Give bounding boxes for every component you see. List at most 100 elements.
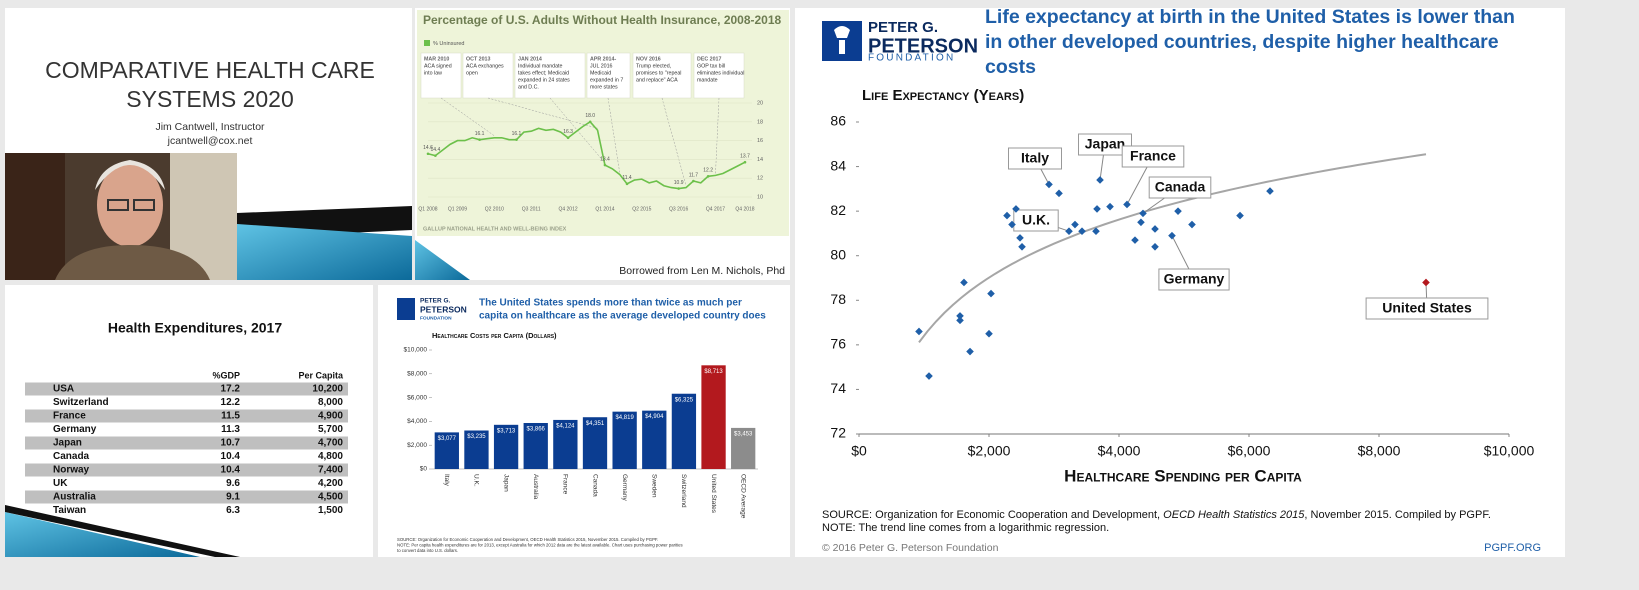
bar bbox=[493, 424, 519, 469]
x-tick-label: Q1 2014 bbox=[595, 206, 614, 212]
source: SOURCE: Organization for Economic Cooper… bbox=[822, 509, 1491, 521]
point bbox=[985, 329, 993, 338]
data-label: 16.3 bbox=[563, 129, 573, 135]
source: NOTE: Per capita health expenditures are… bbox=[397, 543, 683, 548]
instructor: Jim Cantwell, Instructor bbox=[155, 121, 265, 133]
point bbox=[566, 136, 570, 140]
x-tick-label: Italy bbox=[443, 474, 450, 487]
bar bbox=[612, 411, 637, 469]
source-part: SOURCE: Organization for Economic Cooper… bbox=[822, 509, 1163, 521]
data-label: 11.7 bbox=[689, 172, 699, 178]
logo-text: FOUNDATION bbox=[868, 53, 955, 64]
cell: 4,500 bbox=[318, 492, 343, 503]
point bbox=[1008, 220, 1016, 229]
chart-title: The United States spends more than twice… bbox=[479, 298, 742, 309]
bar bbox=[731, 427, 756, 469]
bar bbox=[464, 430, 489, 469]
annotation-text: Individual mandate bbox=[518, 63, 563, 69]
x-tick-label: France bbox=[562, 474, 569, 495]
y-tick-label: 78 bbox=[830, 291, 846, 307]
cell: 6.3 bbox=[226, 505, 240, 516]
data-label: 12.2 bbox=[703, 168, 713, 174]
y-tick-label: 10 bbox=[757, 194, 763, 200]
source: GALLUP NATIONAL HEALTH AND WELL-BEING IN… bbox=[423, 226, 567, 232]
point bbox=[1065, 227, 1073, 235]
annotation-box bbox=[1148, 176, 1212, 199]
data-label: $3,713 bbox=[497, 428, 516, 434]
row-label: Australia bbox=[53, 492, 96, 503]
point bbox=[1018, 243, 1026, 251]
row-band bbox=[25, 490, 348, 504]
slide-title: SYSTEMS 2020 bbox=[126, 86, 293, 112]
point bbox=[915, 327, 923, 336]
cell: 11.3 bbox=[221, 424, 240, 435]
trend-line bbox=[918, 153, 1427, 344]
copyright: © 2016 Peter G. Peterson Foundation bbox=[822, 542, 999, 554]
annotation-box bbox=[420, 52, 462, 99]
x-tick-label: $2,000 bbox=[968, 443, 1011, 459]
y-tick-label: $4,000 bbox=[407, 418, 427, 425]
cell: 10.7 bbox=[221, 438, 241, 449]
bar bbox=[434, 432, 459, 469]
y-tick-label: 20 bbox=[757, 100, 763, 106]
point bbox=[1168, 231, 1176, 240]
point bbox=[1012, 205, 1020, 213]
annotation: Germany bbox=[1164, 271, 1225, 287]
bar bbox=[582, 417, 608, 469]
point bbox=[1092, 227, 1100, 235]
data-label: $3,453 bbox=[734, 431, 753, 437]
y-tick-label: 72 bbox=[830, 425, 846, 441]
row-label: France bbox=[53, 411, 86, 422]
cell: 4,700 bbox=[318, 438, 343, 449]
point bbox=[1137, 218, 1145, 227]
annotation-box bbox=[586, 52, 631, 99]
point bbox=[1151, 243, 1159, 251]
data-label: 14.4 bbox=[431, 147, 441, 153]
line-chart: Percentage of U.S. Adults Without Health… bbox=[418, 13, 785, 277]
cell: 10.4 bbox=[221, 451, 241, 462]
annotation-box bbox=[1365, 297, 1489, 320]
legend-label: % Uninsured bbox=[433, 41, 465, 47]
leader-line bbox=[440, 97, 495, 136]
data-label: 16.1 bbox=[475, 131, 485, 137]
logo-text: PETERSON bbox=[420, 304, 467, 314]
annotation-text: Medicaid bbox=[590, 70, 611, 76]
point bbox=[956, 316, 964, 325]
chart-title: costs bbox=[985, 56, 1036, 78]
decoration bbox=[5, 505, 240, 557]
cell: 8,000 bbox=[318, 397, 343, 408]
data-label: 13.4 bbox=[600, 156, 610, 162]
cell: 7,400 bbox=[318, 465, 343, 476]
annotation-text: DEC 2017 bbox=[697, 56, 721, 62]
x-tick-label: $4,000 bbox=[1098, 443, 1141, 459]
data-label: $3,235 bbox=[467, 434, 486, 440]
bar bbox=[671, 393, 697, 469]
data-label: $6,325 bbox=[675, 397, 694, 403]
data-label: $4,904 bbox=[645, 414, 664, 420]
cell: 17.2 bbox=[221, 384, 241, 395]
y-tick-label: 86 bbox=[830, 113, 846, 129]
note: NOTE: The trend line comes from a logari… bbox=[822, 522, 1109, 534]
annotation-text: Trump elected, bbox=[636, 63, 671, 69]
logo-torch bbox=[834, 26, 850, 54]
decoration bbox=[415, 240, 470, 280]
y-tick-label: 12 bbox=[757, 176, 763, 182]
annotation-text: mandate bbox=[697, 77, 718, 83]
leader-line bbox=[661, 97, 687, 186]
cell: 5,700 bbox=[318, 424, 343, 435]
point bbox=[625, 182, 629, 186]
annotation-text: OCT 2013 bbox=[466, 56, 490, 62]
annotation: Canada bbox=[1155, 179, 1206, 195]
y-tick-label: 82 bbox=[830, 202, 846, 218]
row-label: Norway bbox=[53, 465, 90, 476]
cell: 4,200 bbox=[318, 478, 343, 489]
row-band bbox=[25, 409, 348, 423]
x-tick-label: Australia bbox=[532, 474, 539, 500]
data-label: 11.4 bbox=[622, 175, 632, 181]
annotation-box bbox=[1078, 133, 1132, 156]
row-label: UK bbox=[53, 478, 68, 489]
y-tick-label: $2,000 bbox=[407, 442, 427, 449]
data-label: 13.7 bbox=[740, 154, 750, 160]
